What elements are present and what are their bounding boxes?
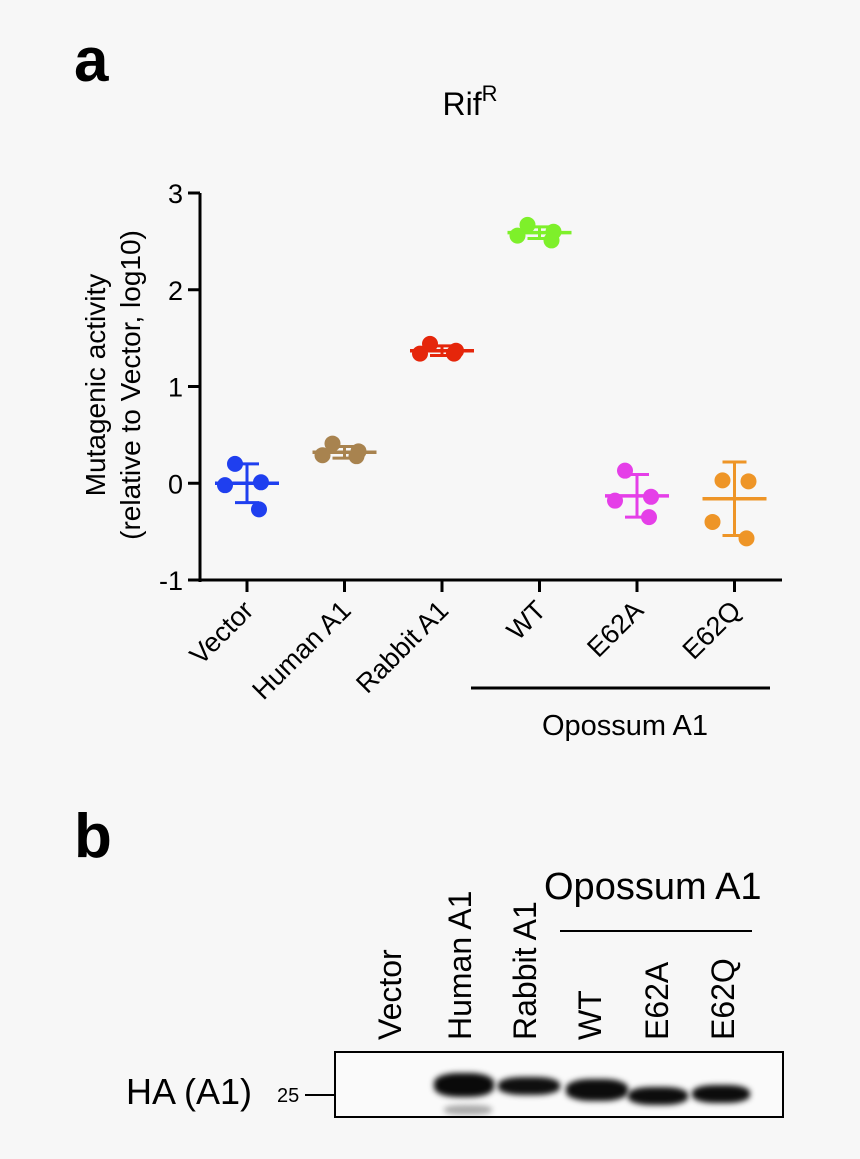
data-point [643, 488, 659, 505]
data-point [641, 509, 657, 526]
series-group [312, 435, 377, 465]
blot-group-bracket [560, 930, 752, 932]
series-group [507, 216, 572, 249]
data-point [519, 216, 536, 233]
blot-lane-label: Rabbit A1 [507, 901, 543, 1040]
y-tick-label: 2 [168, 276, 183, 306]
data-point [348, 448, 365, 465]
chart-title: RifR [443, 81, 498, 122]
data-point [543, 232, 560, 249]
blot-marker-tick [305, 1094, 334, 1096]
blot-band [566, 1079, 628, 1101]
blot-lane-label: E62A [639, 961, 675, 1040]
blot-lane-label: WT [572, 990, 608, 1040]
series-group [702, 460, 767, 547]
scatter-chart: RifR Mutagenic activity (relative to Vec… [80, 81, 782, 742]
blot-band [692, 1085, 750, 1103]
chart-title-superscript: R [482, 81, 498, 106]
blot-lane-label: Human A1 [442, 890, 478, 1040]
blot-band [434, 1073, 494, 1097]
y-tick-label: 0 [168, 469, 183, 499]
blot-lane-label: E62Q [705, 958, 741, 1040]
data-point [738, 530, 755, 547]
blot-band [628, 1087, 688, 1105]
y-tick-label: -1 [159, 566, 183, 596]
data-point [217, 477, 233, 494]
data-point [422, 335, 438, 352]
blot-band [498, 1077, 560, 1095]
blot-band-faint [444, 1105, 492, 1115]
data-point [227, 455, 243, 472]
y-axis-label-line2: (relative to Vector, log10) [115, 230, 146, 540]
data-point [617, 462, 633, 479]
y-tick-label: 1 [168, 373, 183, 403]
data-point [714, 472, 731, 489]
data-point [253, 474, 269, 491]
data-point [740, 473, 757, 490]
data-point [314, 447, 331, 464]
blot-row-label: HA (A1) [126, 1071, 253, 1112]
data-point [324, 435, 341, 452]
panel-b-letter: b [74, 802, 112, 871]
blot-group-label: Opossum A1 [544, 866, 762, 908]
group-label: Opossum A1 [542, 710, 708, 742]
series-group [215, 455, 279, 518]
series-group [605, 462, 669, 526]
y-tick-label: 3 [168, 179, 183, 209]
data-point [446, 345, 462, 362]
panel-a-letter: a [74, 26, 109, 95]
data-point [607, 492, 623, 509]
data-point [704, 513, 721, 530]
blot-lane-label: Vector [372, 949, 408, 1040]
blot-image [334, 1051, 784, 1118]
y-axis-label-line1: Mutagenic activity [80, 274, 111, 497]
series-group [410, 335, 474, 362]
chart-title-main: Rif [443, 86, 482, 122]
data-point [509, 227, 526, 244]
data-point [251, 501, 267, 518]
data-point [412, 345, 428, 362]
blot-marker-label: 25 [277, 1085, 300, 1107]
